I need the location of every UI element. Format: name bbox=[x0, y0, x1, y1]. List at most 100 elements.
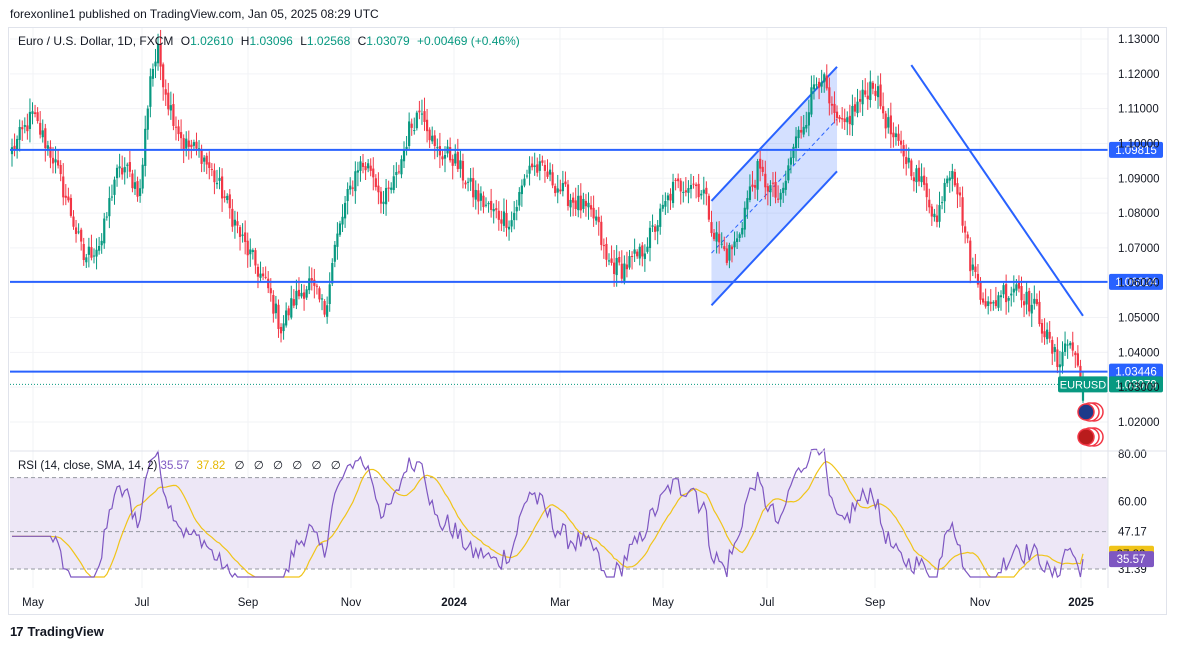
candle-body bbox=[69, 197, 73, 216]
candle-body bbox=[848, 115, 851, 125]
candle-body bbox=[390, 187, 393, 190]
candle-body bbox=[400, 159, 403, 175]
candle-body bbox=[384, 187, 388, 205]
candle-body bbox=[123, 167, 126, 173]
candle-body bbox=[192, 142, 196, 146]
candle-body bbox=[326, 305, 329, 317]
candle-body bbox=[141, 164, 144, 189]
candle-body bbox=[62, 176, 65, 198]
candle-body bbox=[805, 125, 808, 129]
candle-body bbox=[692, 183, 695, 185]
time-tick-label: Sep bbox=[865, 597, 885, 609]
candle-body bbox=[661, 204, 664, 209]
channel-lower-line bbox=[710, 170, 838, 307]
rsi-placeholder-1: ∅ bbox=[234, 460, 245, 472]
candle-body bbox=[213, 170, 216, 183]
candle-body bbox=[835, 111, 839, 118]
time-tick-label: Jul bbox=[760, 597, 775, 609]
candle-body bbox=[105, 216, 108, 218]
candle-body bbox=[548, 169, 552, 175]
candle-body bbox=[994, 300, 997, 307]
candle-body bbox=[910, 160, 913, 177]
candle-body bbox=[310, 278, 313, 281]
candle-body bbox=[761, 166, 764, 173]
candle-body bbox=[940, 202, 944, 204]
candle-body bbox=[987, 301, 990, 306]
candle-body bbox=[31, 111, 34, 114]
candle-body bbox=[208, 162, 211, 169]
drawn-lines: 1.09815 1.06024 1.03446 EURUSD 1.03079 bbox=[10, 64, 1163, 393]
candle-body bbox=[215, 182, 219, 185]
rsi-label[interactable]: RSI (14, close, SMA, 14, 2) bbox=[18, 460, 158, 472]
candle-body bbox=[323, 301, 326, 315]
candle-body bbox=[666, 195, 670, 201]
candle-body bbox=[210, 168, 213, 170]
candle-body bbox=[618, 256, 621, 263]
candle-body bbox=[472, 178, 475, 198]
candle-body bbox=[1038, 301, 1041, 325]
candle-body bbox=[1002, 285, 1005, 295]
candle-body bbox=[720, 243, 723, 245]
candle-body bbox=[766, 186, 769, 192]
candle-body bbox=[979, 282, 982, 300]
candle-body bbox=[343, 202, 347, 219]
candle-body bbox=[413, 130, 416, 132]
candle-body bbox=[1071, 342, 1074, 351]
rsi-line bbox=[12, 447, 1084, 579]
candle-body bbox=[851, 105, 854, 126]
candle-body bbox=[379, 191, 383, 204]
candle-body bbox=[572, 197, 575, 203]
candle-body bbox=[746, 198, 749, 210]
candle-body bbox=[367, 163, 370, 169]
candle-body bbox=[441, 156, 444, 160]
candle-body bbox=[800, 129, 803, 133]
candle-body bbox=[139, 188, 142, 196]
candle-body bbox=[541, 160, 544, 163]
candle-body bbox=[80, 229, 83, 242]
time-tick-label: 2024 bbox=[441, 597, 467, 609]
price-tick-label: 1.02000 bbox=[1118, 417, 1160, 429]
candle-body bbox=[971, 264, 974, 270]
candle-body bbox=[51, 157, 55, 164]
candle-body bbox=[244, 232, 247, 242]
candle-body bbox=[87, 246, 90, 255]
candle-body bbox=[177, 126, 180, 135]
candle-body bbox=[233, 219, 237, 226]
candle-body bbox=[356, 170, 359, 173]
candle-body bbox=[999, 295, 1003, 298]
candle-body bbox=[551, 172, 554, 186]
candle-body bbox=[454, 153, 457, 164]
candle-body bbox=[748, 186, 752, 200]
rsi-placeholder-3: ∅ bbox=[272, 460, 284, 472]
candle-body bbox=[648, 227, 652, 249]
candle-body bbox=[697, 183, 700, 198]
candle-body bbox=[810, 87, 813, 115]
candle-body bbox=[628, 256, 631, 268]
candle-body bbox=[228, 194, 231, 209]
candle-body bbox=[241, 234, 244, 236]
candle-body bbox=[935, 215, 939, 223]
tradingview-brand[interactable]: 17 TradingView bbox=[10, 624, 104, 639]
level-price-badge bbox=[1109, 141, 1163, 158]
candle-body bbox=[723, 246, 726, 250]
candle-body bbox=[392, 176, 395, 191]
channel-mid-line bbox=[711, 118, 838, 254]
candle-body bbox=[449, 147, 452, 161]
symbol-label[interactable]: Euro / U.S. Dollar, 1D, FXCM bbox=[18, 34, 174, 48]
candle-body bbox=[579, 195, 582, 211]
candle-body bbox=[118, 166, 121, 169]
candle-body bbox=[587, 202, 590, 208]
candle-body bbox=[190, 144, 193, 148]
candle-body bbox=[477, 190, 480, 202]
candle-body bbox=[226, 195, 229, 201]
candle-body bbox=[200, 148, 203, 164]
candle-body bbox=[728, 244, 731, 261]
candle-body bbox=[946, 178, 949, 184]
candle-body bbox=[174, 126, 178, 128]
candle-body bbox=[146, 108, 149, 130]
candle-body bbox=[428, 129, 431, 141]
candle-body bbox=[500, 219, 503, 224]
candle-body bbox=[203, 157, 206, 162]
candle-body bbox=[515, 206, 518, 212]
